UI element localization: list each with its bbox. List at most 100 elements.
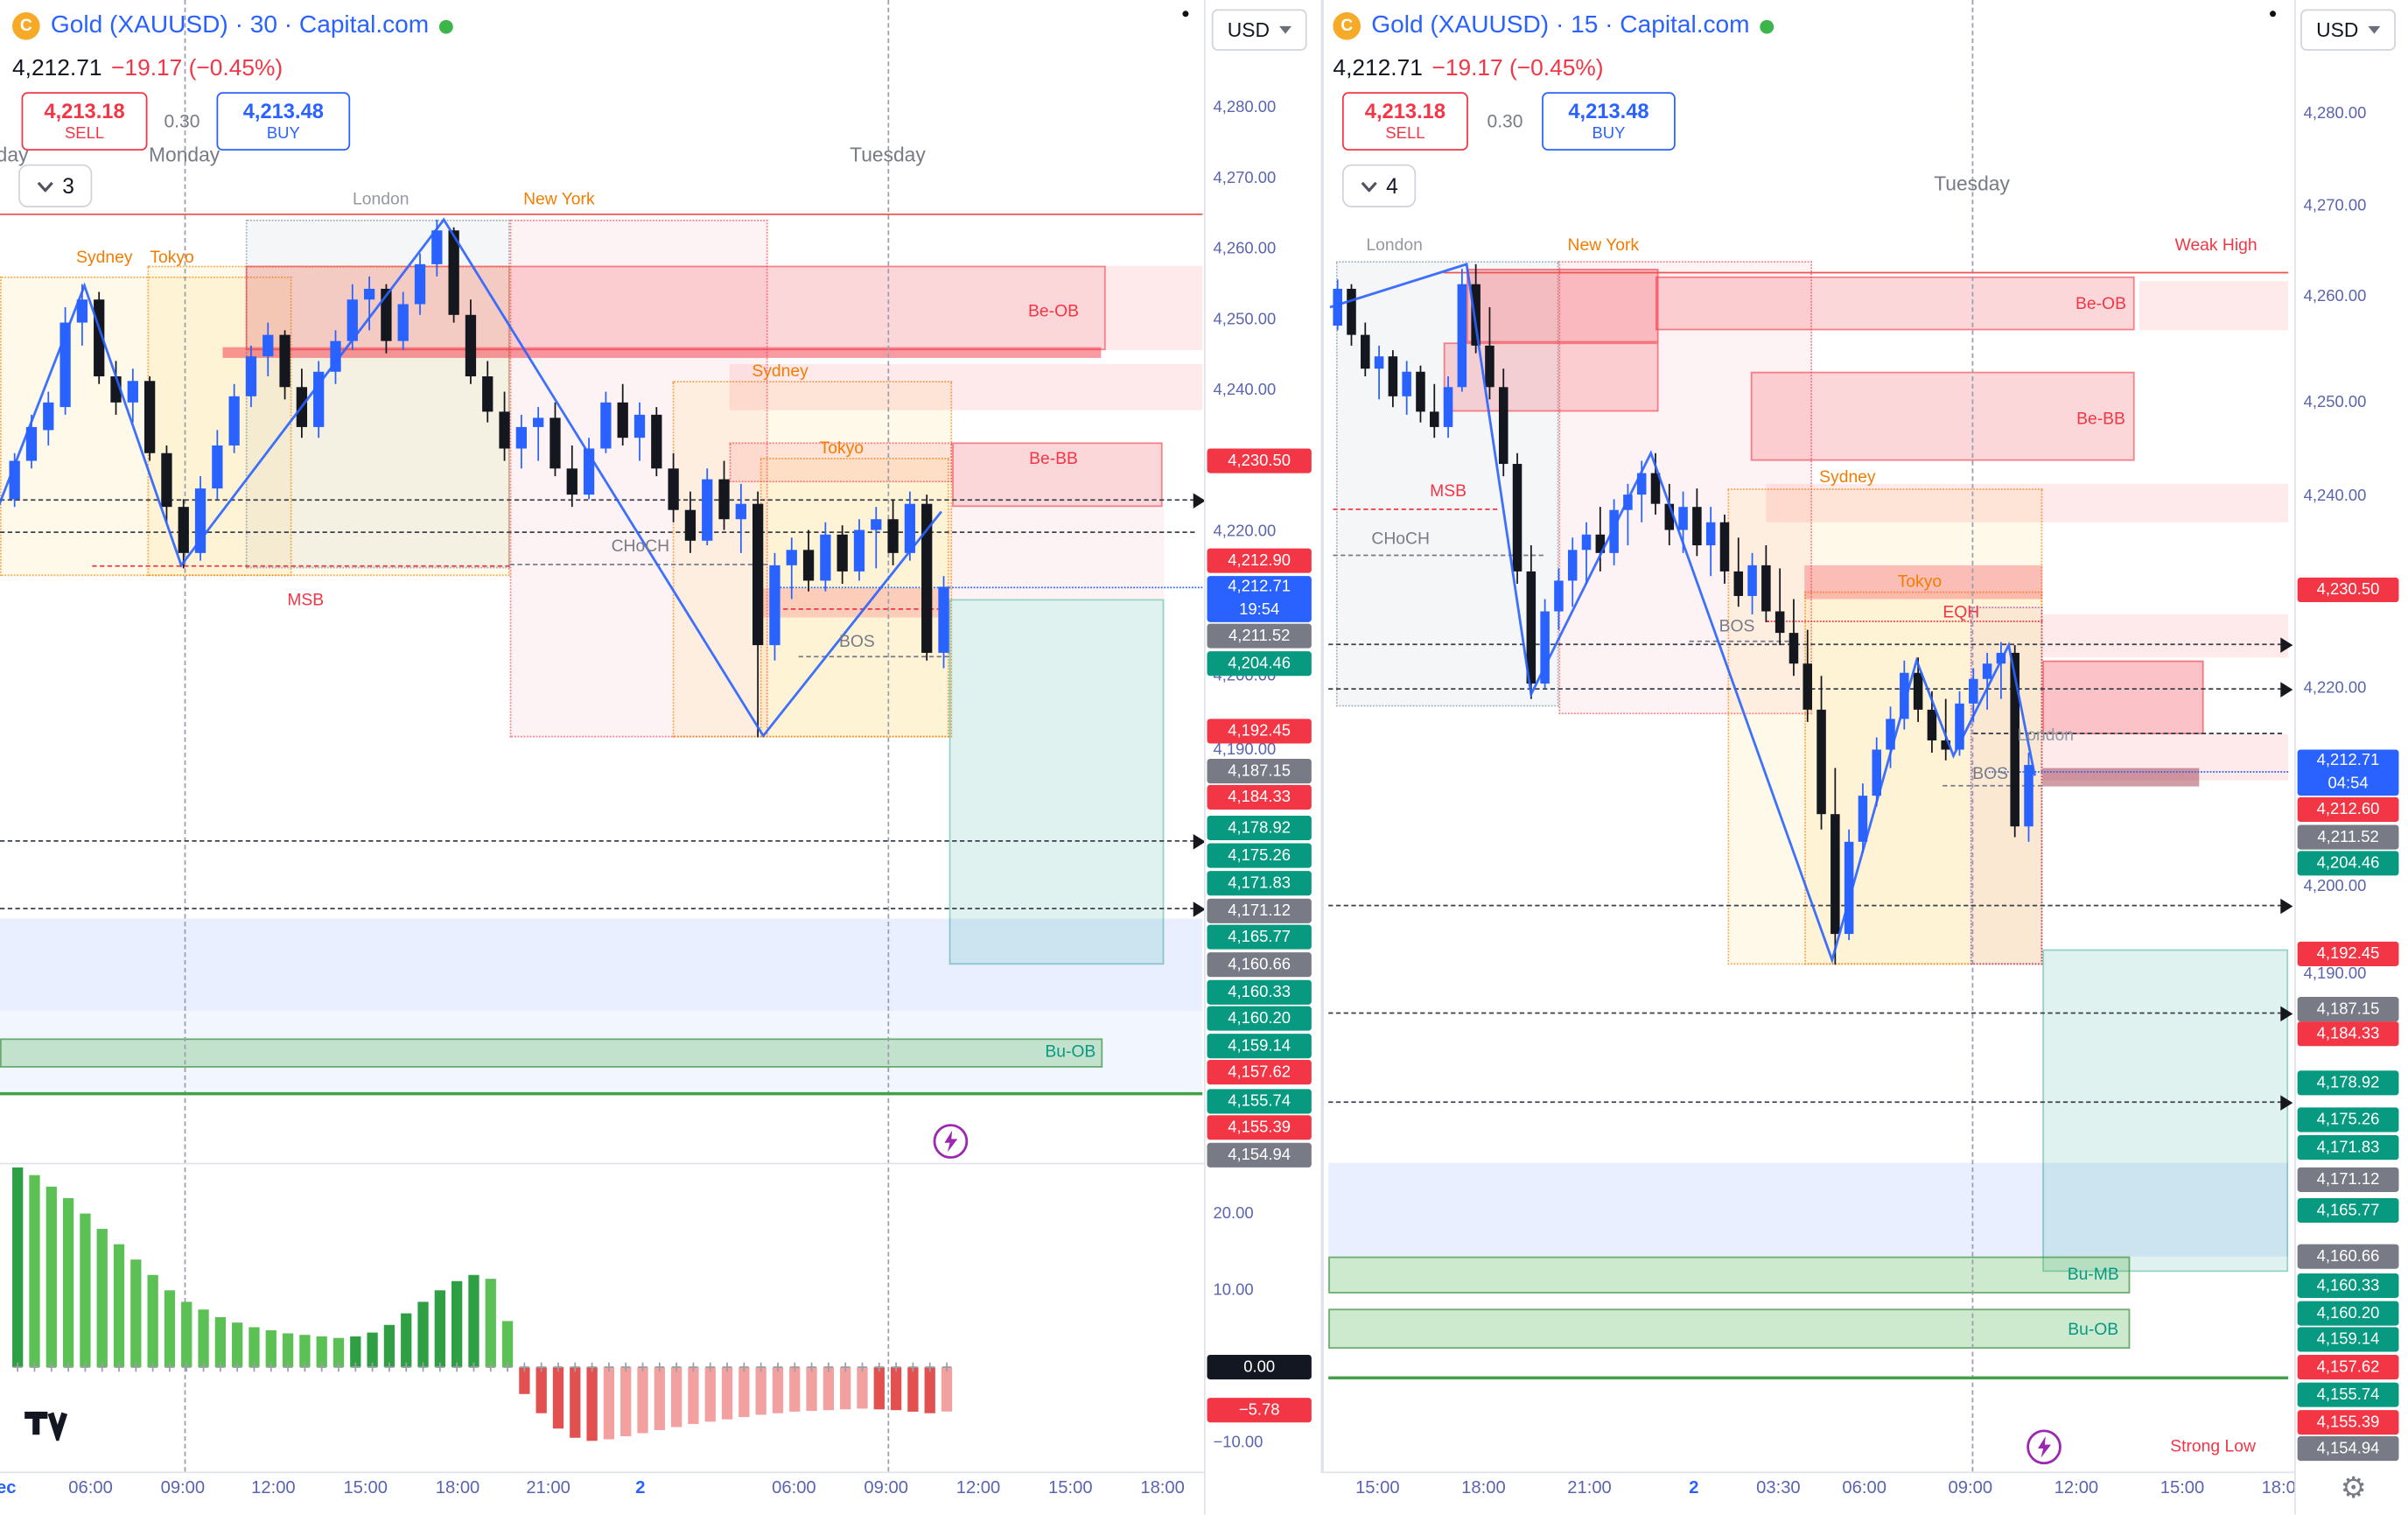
buy-price: 4,213.48 [1568,99,1649,123]
zone-bu-mb [1328,1256,2131,1294]
sell-price: 4,213.18 [44,99,125,123]
level-arrow-icon [1193,493,1206,509]
symbol-header-left: C Gold (XAUUSD) · 30 · Capital.com [12,12,454,40]
zone-bu-ob [1328,1308,2131,1349]
countdown-timer: 04:54 [2328,774,2369,793]
time-label: 06:00 [68,1479,113,1498]
symbol-title[interactable]: Gold (XAUUSD) · 15 · Capital.com [1371,12,1750,39]
bar-counter-right[interactable]: 4 [1341,164,1417,207]
price-tag: 4,192.45 [1207,719,1312,744]
sell-button[interactable]: 4,213.18 SELL [21,92,148,151]
time-label: 18:00 [435,1479,480,1498]
price-tag: 4,204.46 [2297,851,2399,876]
time-label: 09:00 [864,1479,908,1498]
price-tag: 4,171.12 [1207,898,1312,923]
price-tick: 4,240.00 [1213,381,1277,400]
sell-button[interactable]: 4,213.18 SELL [1341,92,1468,151]
chevron-down-icon [36,180,53,192]
buy-button[interactable]: 4,213.48 BUY [216,92,351,151]
chart-label: Sydney [76,249,133,268]
level-arrow-icon [2280,898,2293,915]
buy-button[interactable]: 4,213.48 BUY [1542,92,1676,151]
price-change: −19.17 (−0.45%) [1432,55,1604,82]
currency-dropdown-left[interactable]: USD [1211,9,1307,51]
price-tag: 4,157.62 [1207,1060,1312,1085]
price-tick: 4,250.00 [2303,393,2367,412]
zone-pink-band-3 [2042,733,2289,781]
indicator-tag: −5.78 [1207,1398,1312,1423]
zone-weak-high [2138,281,2289,331]
bar-counter-left[interactable]: 3 [18,164,93,207]
spread-value: 0.30 [164,110,200,132]
price-tag: 4,160.66 [1207,952,1312,978]
price-tag: 4,187.15 [2297,997,2399,1022]
flash-indicator-icon[interactable] [2024,1427,2064,1467]
spread-value: 0.30 [1487,110,1523,132]
indicator-tag: 0.00 [1207,1354,1312,1380]
chart-label: London [353,190,410,209]
time-label: 09:00 [1948,1479,1993,1498]
zone-supply-3 [2042,660,2204,734]
zone-be-bb [952,442,1163,508]
price-tag: 4,154.94 [1207,1142,1312,1168]
flash-indicator-icon[interactable] [931,1121,971,1161]
chart-label: Bu-OB [2068,1321,2119,1340]
zone-blue-band-2 [0,1010,1203,1094]
chart-label: Weak High [2174,236,2258,256]
price-tag: 4,171.83 [2297,1135,2399,1161]
current-price-value: 4,212.71 [2316,751,2380,770]
level-line [1988,771,2289,773]
scale-marker-dot [2270,11,2277,18]
zone-pink-band-2 [2042,614,2289,658]
indicator-tick: 20.00 [1213,1203,1254,1224]
zone-blue-band [0,918,1203,1011]
price-tag: 4,159.14 [2297,1327,2399,1352]
scale-marker-dot [1182,11,1189,18]
time-label: 2 [635,1479,646,1498]
tradingview-logo[interactable] [24,1410,77,1441]
level-line [0,213,1203,215]
price-tag: 4,212.90 [1207,548,1312,573]
price-tag: 4,160.33 [1207,979,1312,1005]
price-tag: 4,184.33 [1207,784,1312,810]
capitalcom-logo-icon: C [1333,12,1362,40]
time-label: 18:00 [1140,1479,1185,1498]
time-label: 15:00 [343,1479,388,1498]
price-tag: 4,160.20 [2297,1301,2399,1326]
price-scale-left[interactable] [1203,0,1321,1515]
level-arrow-icon [2280,1095,2293,1111]
price-tick: 4,220.00 [1213,522,1277,541]
time-label: Dec [0,1479,17,1498]
price-tick: 4,270.00 [2303,196,2367,215]
price-tag: 4,165.77 [1207,924,1312,950]
chart-label: New York [523,190,595,209]
currency-dropdown-right[interactable]: USD [2300,9,2396,51]
chart-label: CHoCH [1371,530,1430,549]
price-tag: 4,171.12 [2297,1167,2399,1192]
settings-gear-icon[interactable]: ⚙ [2340,1471,2367,1505]
zone-demand-teal [2042,949,2289,1273]
chart-label: London [2017,726,2075,746]
indicator-tick: −10.00 [1213,1433,1264,1452]
price-tag: 4,212.60 [2297,796,2399,822]
price-tag: 4,160.33 [2297,1273,2399,1299]
time-label: 15:00 [1355,1479,1400,1498]
chart-label: Strong Low [2170,1437,2256,1456]
price-tag: 4,155.39 [1207,1115,1312,1140]
time-label: 03:30 [1756,1479,1801,1498]
zone-demand-teal [948,599,1165,965]
bar-counter-value: 3 [62,173,74,199]
chart-label: BOS [1972,765,2008,784]
chart-label: Be-OB [2076,294,2126,314]
price-tag: 4,230.50 [1207,448,1312,473]
symbol-title[interactable]: Gold (XAUUSD) · 30 · Capital.com [50,12,430,39]
zone-pink-lower [948,507,1165,600]
time-label: 18:00 [1461,1479,1506,1498]
price-change: −19.17 (−0.45%) [111,55,284,82]
chart-label: MSB [1430,482,1466,501]
price-tag: 4,154.94 [2297,1436,2399,1462]
market-status-dot [1760,18,1774,33]
symbol-header-right: C Gold (XAUUSD) · 15 · Capital.com [1333,12,1774,40]
level-line [1328,1101,2283,1104]
